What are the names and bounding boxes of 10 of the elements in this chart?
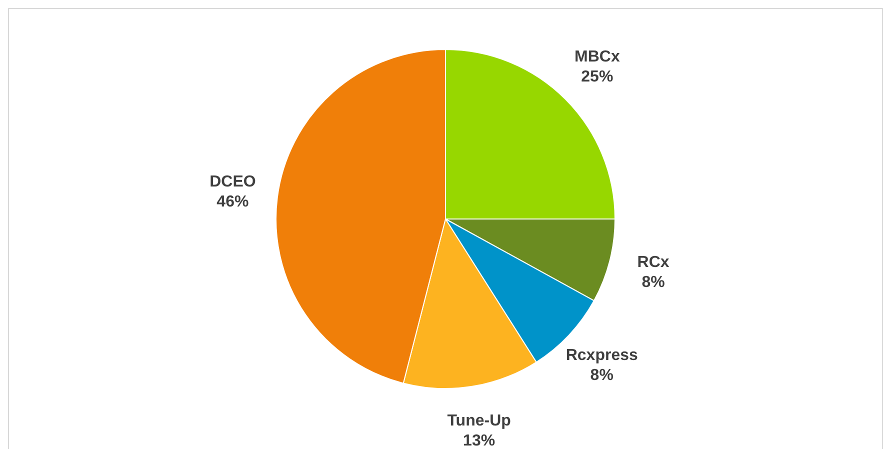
slice-label: Tune-Up <box>447 412 512 430</box>
slice-label: DCEO <box>210 174 256 191</box>
data-label: 13% <box>463 432 496 449</box>
slice-label: RCx <box>637 254 670 271</box>
data-label: 8% <box>642 274 665 291</box>
slice-label: MBCx <box>574 48 620 66</box>
data-label: 8% <box>590 367 614 384</box>
slice-label: Rcxpress <box>566 347 638 364</box>
data-label: 46% <box>216 194 249 211</box>
data-label: 25% <box>581 68 614 86</box>
